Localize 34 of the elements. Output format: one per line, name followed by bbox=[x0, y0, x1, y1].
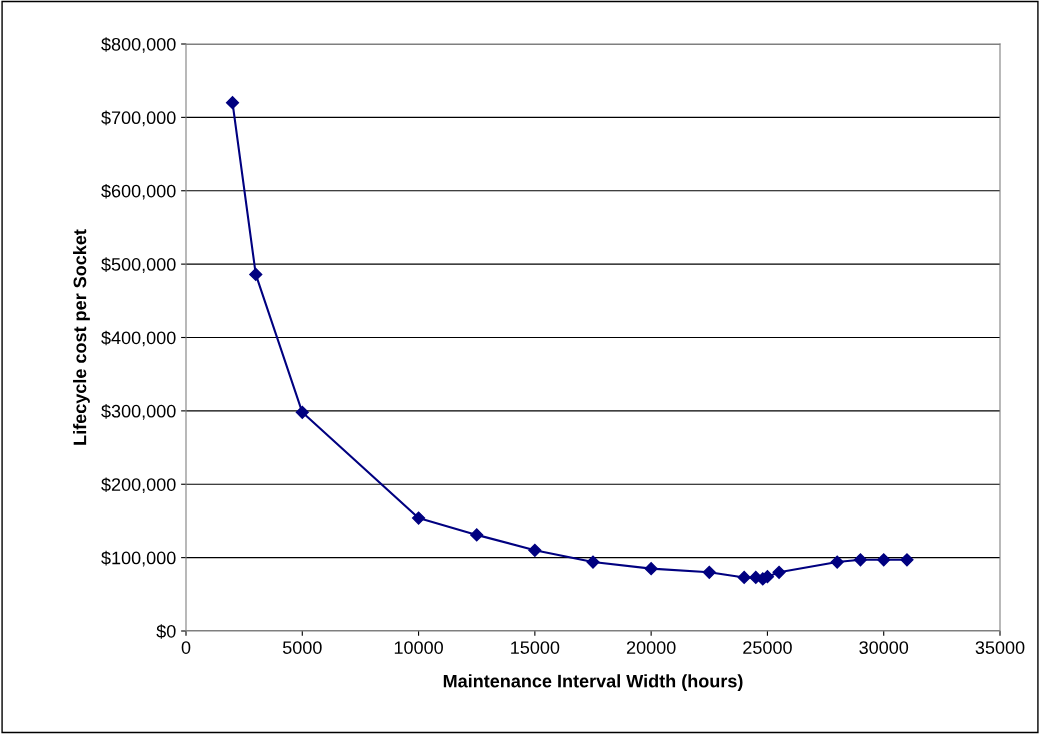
x-tick-label: 25000 bbox=[743, 641, 792, 654]
point bbox=[644, 562, 658, 576]
x-tick-label: 0 bbox=[181, 641, 191, 654]
y-tick-label: $400,000 bbox=[101, 330, 176, 347]
y-tick-label: $100,000 bbox=[101, 550, 176, 567]
x-tick-label: 30000 bbox=[859, 641, 909, 654]
point bbox=[877, 553, 891, 567]
x-tick-label: 10000 bbox=[394, 641, 443, 654]
point bbox=[295, 405, 309, 419]
y-tick-label: $0 bbox=[156, 624, 176, 639]
point bbox=[772, 565, 786, 579]
x-tick-label: 35000 bbox=[975, 641, 1025, 654]
x-tick-label: 20000 bbox=[626, 641, 676, 654]
y-tick-label: $300,000 bbox=[101, 404, 176, 420]
y-tick-label: $600,000 bbox=[101, 183, 176, 200]
point bbox=[737, 570, 751, 585]
point bbox=[225, 96, 240, 110]
y-axis-title: Lifecycle cost per Socket bbox=[73, 229, 90, 445]
y-tick-label: $200,000 bbox=[101, 477, 176, 494]
y-tick-label: $800,000 bbox=[101, 37, 176, 53]
x-axis-title: Maintenance Interval Width (hours) bbox=[443, 674, 743, 692]
point bbox=[900, 553, 914, 567]
point bbox=[853, 553, 868, 567]
point bbox=[249, 267, 263, 281]
point bbox=[586, 555, 600, 569]
point bbox=[702, 565, 716, 579]
point bbox=[830, 555, 844, 569]
point bbox=[411, 511, 426, 525]
point bbox=[528, 543, 542, 557]
x-tick-label: 15000 bbox=[511, 641, 560, 654]
x-tick-label: 5000 bbox=[282, 641, 322, 654]
y-tick-label: $700,000 bbox=[101, 110, 176, 127]
y-tick-label: $500,000 bbox=[101, 257, 176, 273]
point bbox=[470, 528, 484, 542]
